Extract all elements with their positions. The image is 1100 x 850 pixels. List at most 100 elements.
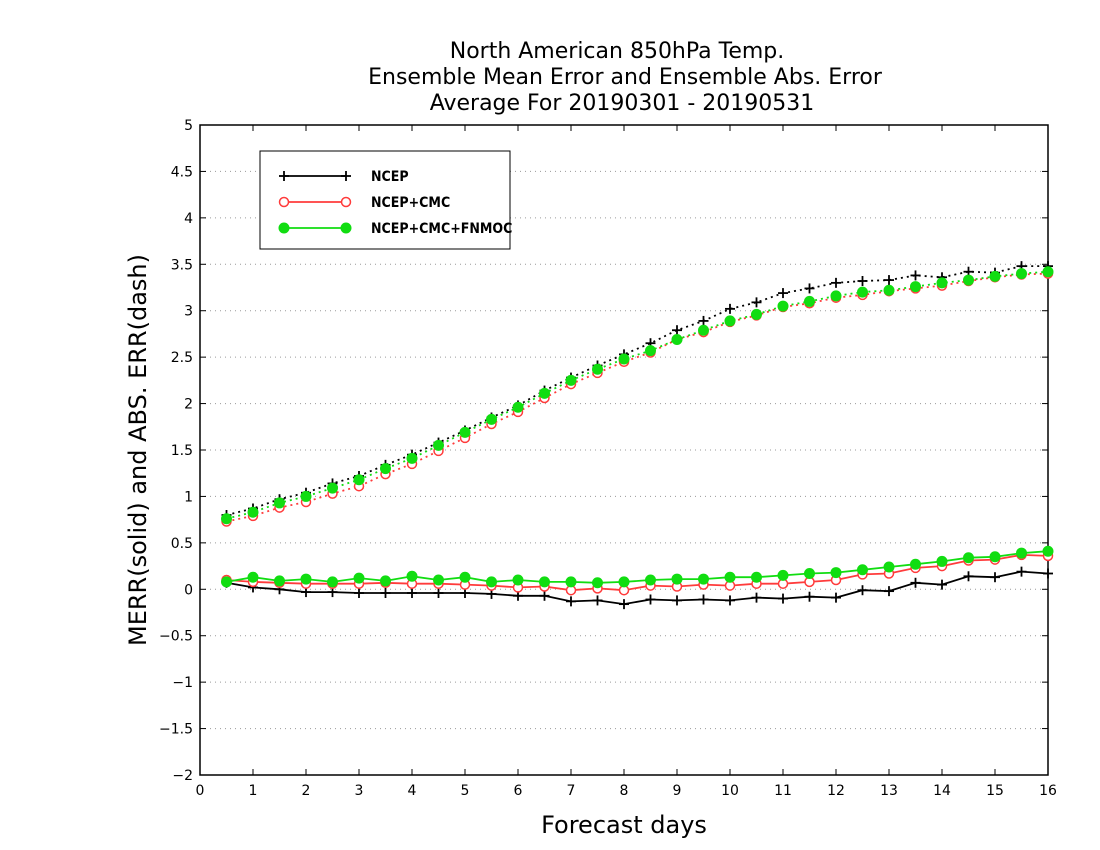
merr-point-ncep-cmc-fnmoc [380,575,391,587]
merr-point-ncep-cmc-fnmoc [221,576,232,588]
abserr-point-ncep-cmc-fnmoc [883,284,895,296]
y-tick-label: 3.5 [171,257,193,273]
merr-point-ncep-cmc-fnmoc [698,573,709,585]
legend-label-ncep-cmc: NCEP+CMC [371,195,450,211]
merr-point-ncep [566,596,576,607]
merr-point-ncep [910,577,921,588]
abserr-point-ncep-cmc-fnmoc [592,363,603,375]
merr-point-ncep-cmc-fnmoc [592,577,603,589]
x-tick-label: 14 [933,783,951,799]
merr-point-ncep [937,579,947,590]
merr-point-ncep-cmc-fnmoc [512,574,524,586]
merr-point-ncep [990,572,1000,583]
legend-marker-left-ncep [279,171,289,181]
series-ncep [221,261,1053,610]
merr-point-ncep-cmc-fnmoc [777,569,789,581]
abserr-point-ncep [725,303,735,314]
abserr-point-ncep [910,270,921,281]
abserr-point-ncep [804,283,815,294]
y-tick-label: −1.5 [159,722,193,738]
abserr-point-ncep-cmc-fnmoc [751,308,762,320]
tick-labels: −2−1.5−1−0.500.511.522.533.544.550 1 2 3 4 5 6… [159,118,1057,799]
abserr-point-ncep-cmc-fnmoc [327,482,338,494]
y-tick-label: 4.5 [171,164,193,180]
abserr-point-ncep-cmc-fnmoc [221,513,232,525]
abserr-point-ncep-cmc-fnmoc [1016,268,1027,280]
chart-title-line-1: North American 850hPa Temp. [450,39,785,64]
merr-point-ncep-cmc-fnmoc [565,576,577,588]
legend-item-ncep: NCEP [279,169,409,185]
merr-point-ncep [539,590,550,601]
legend-marker-left-ncep-cmc-fnmoc [278,222,290,234]
y-tick-label: −0.5 [159,629,193,645]
abserr-point-ncep-cmc-fnmoc [1042,266,1054,278]
y-tick-label: −1 [172,675,193,691]
abserr-point-ncep-cmc-fnmoc [539,387,550,399]
merr-point-ncep-cmc-fnmoc [645,574,656,586]
x-tick-label: 6 [514,783,523,799]
abserr-point-ncep-cmc-fnmoc [671,334,683,345]
chart-title-line-3: Average For 20190301 - 20190531 [430,91,815,116]
abserr-point-ncep [751,297,762,308]
merr-point-ncep [619,599,629,610]
y-tick-label: 0.5 [171,536,193,552]
x-tick-label: 1 [249,783,258,799]
abserr-point-ncep [884,275,894,286]
abserr-line-ncep-cmc [226,272,1049,523]
legend-marker-right-ncep-cmc [340,196,352,208]
legend-marker-left-ncep-cmc [278,196,290,208]
abserr-point-ncep [778,288,788,299]
merr-point-ncep-cmc-fnmoc [327,576,338,588]
merr-point-ncep-cmc-fnmoc [936,555,948,567]
merr-point-ncep [407,588,417,598]
abserr-point-ncep-cmc-fnmoc [936,277,948,289]
abserr-point-ncep-cmc-fnmoc [300,490,312,502]
merr-point-ncep-cmc-fnmoc [830,567,842,579]
merr-point-ncep-cmc-fnmoc [883,561,895,573]
abserr-point-ncep-cmc-fnmoc [830,290,842,302]
abserr-point-ncep-cmc-fnmoc [565,374,577,386]
merr-point-ncep [857,585,868,596]
merr-point-ncep-cmc-fnmoc [1016,547,1027,559]
merr-point-ncep-cmc-fnmoc [274,575,285,587]
abserr-line-ncep [226,265,1048,516]
merr-point-ncep [1016,566,1027,577]
merr-point-ncep-cmc-fnmoc [406,570,418,582]
merr-point-ncep [380,588,391,598]
x-tick-label: 11 [774,783,792,799]
abserr-point-ncep-cmc-fnmoc [963,274,974,286]
legend-marker-right-ncep-cmc-fnmoc [340,222,352,234]
merr-point-ncep [963,571,974,582]
x-tick-label: 3 [355,783,364,799]
abserr-point-ncep [857,276,868,286]
y-tick-label: 2 [184,397,193,413]
merr-point-ncep-cmc-fnmoc [486,576,497,588]
merr-point-ncep-cmc-fnmoc [751,571,762,583]
merr-point-ncep-cmc-fnmoc [910,558,921,570]
x-tick-label: 9 [673,783,682,799]
merr-point-ncep-cmc-fnmoc [963,552,974,564]
merr-point-ncep-cmc-fnmoc [459,571,471,583]
x-tick-label: 16 [1039,783,1057,799]
abserr-point-ncep-cmc-fnmoc [645,345,656,357]
merr-point-ncep [698,594,709,605]
series-ncep-cmc-fnmoc [221,266,1054,589]
legend: NCEP NCEP+CMC NCEP+CMC+FNMOC [259,150,512,250]
abserr-point-ncep-cmc-fnmoc [512,401,524,413]
legend-item-ncep-cmc: NCEP+CMC [278,195,450,211]
merr-point-ncep [354,588,364,598]
merr-point-ncep-cmc-fnmoc [1042,545,1054,557]
y-tick-label: 5 [184,118,193,134]
merr-line-ncep-cmc [226,553,1049,592]
abserr-point-ncep-cmc-fnmoc [618,353,630,365]
merr-point-ncep-cmc-fnmoc [857,564,868,576]
merr-point-ncep-cmc-fnmoc [353,572,365,584]
y-tick-label: 1.5 [171,443,193,459]
abserr-point-ncep-cmc-fnmoc [777,300,789,312]
x-tick-label: 2 [302,783,311,799]
chart-title-line-2: Ensemble Mean Error and Ensemble Abs. Er… [368,65,883,90]
y-tick-label: −2 [172,768,193,784]
abserr-point-ncep [698,315,709,326]
x-tick-label: 13 [880,783,898,799]
